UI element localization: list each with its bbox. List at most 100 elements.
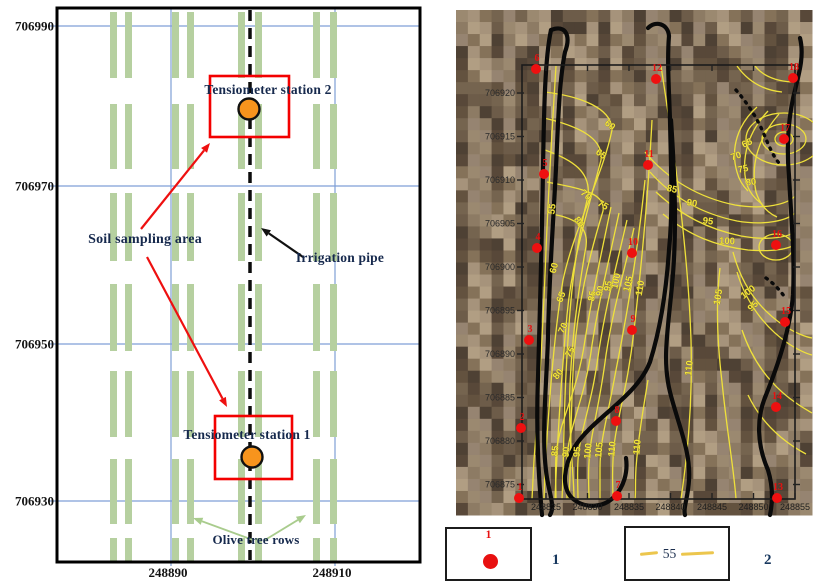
photo-pixel xyxy=(491,334,504,348)
photo-pixel xyxy=(728,502,742,516)
photo-pixel xyxy=(705,382,718,396)
olive-tree-row-bar xyxy=(172,12,179,78)
photo-pixel xyxy=(467,70,481,83)
photo-pixel xyxy=(752,370,766,384)
tensiometer-dot xyxy=(237,97,261,121)
photo-pixel xyxy=(669,490,682,504)
photo-pixel xyxy=(456,370,469,384)
photo-pixel xyxy=(657,430,671,444)
photo-pixel xyxy=(669,106,682,119)
photo-pixel xyxy=(598,262,611,276)
photo-pixel xyxy=(645,34,659,47)
photo-pixel xyxy=(479,262,493,276)
contour-value-label: 90 xyxy=(561,446,573,457)
photo-pixel xyxy=(740,94,754,107)
photo-pixel xyxy=(467,94,481,107)
photo-pixel xyxy=(456,250,469,263)
photo-pixel xyxy=(657,418,671,432)
contour-value-label: 70 xyxy=(729,150,742,164)
photo-pixel xyxy=(752,70,766,83)
photo-pixel xyxy=(479,142,493,155)
photo-pixel xyxy=(776,10,789,23)
contour-value-label: 80 xyxy=(745,176,757,188)
photo-pixel xyxy=(550,490,564,504)
photo-pixel xyxy=(467,22,481,35)
photo-pixel xyxy=(610,130,623,143)
photo-pixel xyxy=(717,454,730,468)
photo-pixel xyxy=(693,478,706,492)
photo-pixel xyxy=(740,358,754,372)
photo-pixel xyxy=(574,286,588,300)
photo-pixel xyxy=(550,310,564,324)
photo-pixel xyxy=(634,46,647,59)
photo-pixel xyxy=(586,34,599,47)
photo-pixel xyxy=(752,322,766,336)
photo-pixel xyxy=(598,202,611,215)
olive-tree-row-bar xyxy=(125,371,132,437)
photo-pixel xyxy=(479,106,493,119)
photo-pixel xyxy=(479,490,493,504)
contour-value-label: 105 xyxy=(621,274,636,293)
photo-pixel xyxy=(550,346,564,360)
photo-pixel xyxy=(752,202,766,215)
contour-value-label: 85 xyxy=(550,445,562,457)
photo-pixel xyxy=(800,310,813,324)
contour-map-frame xyxy=(521,64,796,500)
olive-tree-row-bar xyxy=(255,538,262,561)
right-x-tick-label: 248825 xyxy=(531,502,561,512)
photo-pixel xyxy=(610,166,623,179)
photo-pixel xyxy=(515,34,528,47)
contour-value-label: 100 xyxy=(719,236,735,248)
photo-pixel xyxy=(634,406,647,420)
photo-pixel xyxy=(705,394,718,408)
photo-pixel xyxy=(562,334,576,348)
photo-pixel xyxy=(717,370,730,384)
photo-pixel xyxy=(740,226,754,239)
photo-pixel xyxy=(717,286,730,300)
photo-pixel xyxy=(657,478,671,492)
photo-pixel xyxy=(574,190,588,203)
photo-pixel xyxy=(705,418,718,432)
photo-pixel xyxy=(645,10,659,23)
photo-pixel xyxy=(681,310,694,324)
photo-pixel xyxy=(456,454,469,468)
photo-pixel xyxy=(598,478,611,492)
photo-pixel xyxy=(645,106,659,119)
photo-pixel xyxy=(657,154,671,167)
photo-pixel xyxy=(657,214,671,227)
photo-pixel xyxy=(467,178,481,191)
photo-pixel xyxy=(693,250,706,263)
photo-pixel xyxy=(479,34,493,47)
photo-pixel xyxy=(467,238,481,251)
photo-pixel xyxy=(740,46,754,59)
photo-pixel xyxy=(752,214,766,227)
photo-pixel xyxy=(657,118,671,131)
photo-pixel xyxy=(681,94,694,107)
photo-pixel xyxy=(598,10,611,23)
contour-line xyxy=(741,329,813,414)
photo-pixel xyxy=(717,358,730,372)
photo-pixel xyxy=(764,46,777,59)
photo-pixel xyxy=(527,178,540,191)
photo-pixel xyxy=(669,442,682,456)
photo-pixel xyxy=(717,346,730,360)
photo-pixel xyxy=(717,430,730,444)
photo-pixel xyxy=(491,370,504,384)
photo-pixel xyxy=(669,322,682,336)
photo-pixel xyxy=(740,310,754,324)
photo-pixel xyxy=(610,370,623,384)
photo-pixel xyxy=(491,478,504,492)
right-y-tick-label: 706900 xyxy=(485,262,515,272)
photo-pixel xyxy=(693,70,706,83)
photo-pixel xyxy=(550,406,564,420)
photo-pixel xyxy=(491,118,504,131)
photo-pixel xyxy=(515,502,528,516)
sampling-point-number: 16 xyxy=(772,229,782,240)
contour-line xyxy=(736,65,783,93)
photo-pixel xyxy=(622,430,635,444)
sampling-point xyxy=(524,335,534,345)
olive-tree-row-bar xyxy=(313,284,320,351)
photo-pixel xyxy=(693,262,706,276)
photo-pixel xyxy=(610,430,623,444)
photo-pixel xyxy=(705,202,718,215)
